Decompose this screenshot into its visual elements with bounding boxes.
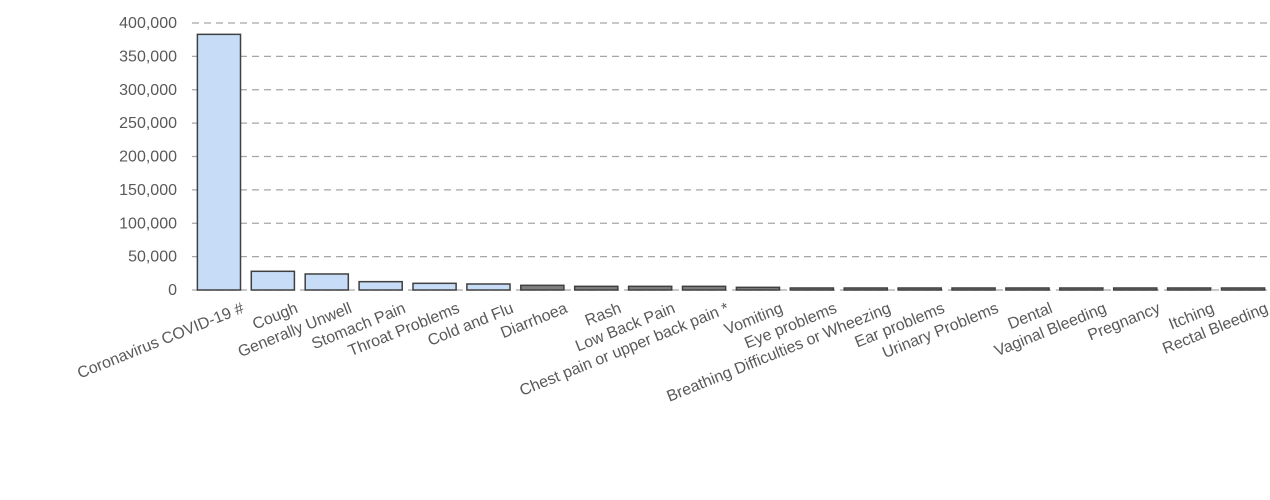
y-tick-label: 400,000 (119, 15, 177, 32)
bar (412, 282, 457, 291)
gridlines (192, 22, 1270, 291)
bar (1166, 287, 1212, 291)
bar (250, 270, 296, 291)
bar (1005, 287, 1050, 291)
y-axis: 0 50,000 100,000 150,000 200,000 250,000 300,0… (119, 15, 177, 299)
bar (1220, 287, 1266, 291)
y-tick-label: 300,000 (119, 82, 177, 99)
bar (843, 287, 889, 291)
bar (789, 287, 835, 291)
y-tick-label: 100,000 (119, 215, 177, 232)
bar (1112, 287, 1158, 291)
bar (627, 285, 673, 291)
bar (897, 287, 942, 291)
bars (196, 33, 1266, 291)
bar (573, 285, 619, 291)
bar (735, 286, 781, 291)
bar (304, 273, 350, 291)
bar (466, 283, 511, 291)
bar (681, 285, 727, 291)
y-tick-label: 150,000 (119, 182, 177, 199)
y-tick-label: 50,000 (128, 249, 177, 266)
bar (358, 280, 403, 291)
x-category-label: Coronavirus COVID-19 # (75, 300, 246, 382)
y-tick-label: 350,000 (119, 48, 177, 65)
y-tick-label: 0 (168, 282, 177, 299)
y-tick-label: 200,000 (119, 149, 177, 166)
bar (951, 287, 996, 291)
bar (196, 33, 242, 291)
bar (520, 284, 565, 291)
bar (1059, 287, 1104, 291)
y-tick-label: 250,000 (119, 115, 177, 132)
